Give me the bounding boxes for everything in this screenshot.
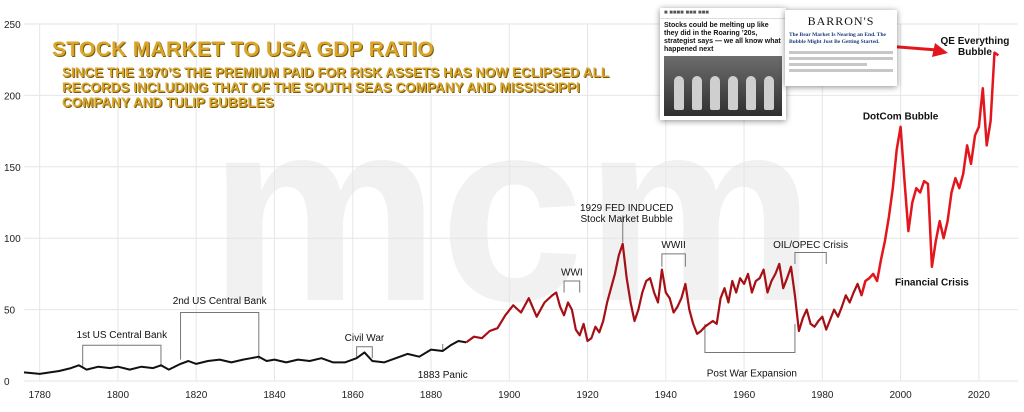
- barrons-logo: BARRON'S: [807, 14, 875, 28]
- y-tick-label: 50: [4, 306, 16, 317]
- annotation-bracket: [794, 251, 827, 264]
- roaring-twenties-photo: [664, 56, 782, 116]
- annotation-label-2nd-us-central-bank: 2nd US Central Bank: [173, 296, 268, 307]
- annotation-label-1883-panic: 1883 Panic: [418, 370, 468, 381]
- x-tick-label: 1800: [107, 390, 130, 401]
- x-tick-label: 1940: [655, 390, 678, 401]
- x-tick-label: 1820: [185, 390, 208, 401]
- y-tick-label: 150: [4, 163, 21, 174]
- annotation-label-dotcom-bubble: DotCom Bubble: [863, 112, 939, 123]
- annotation-label-1st-us-central-bank: 1st US Central Bank: [77, 330, 169, 341]
- annotation-label-post-war-expansion: Post War Expansion: [707, 369, 797, 380]
- series-line-early: [23, 340, 467, 375]
- annotation-bracket: [661, 253, 686, 267]
- annotation-bracket: [704, 323, 796, 353]
- annotation-label-1929-fed-induced-stock-market-bubble: 1929 FED INDUCED Stock Market Bubble: [580, 203, 673, 225]
- series-line-mid: [465, 242, 867, 344]
- news-clipping-marketwatch: ■ ■■■■ ■■■ ■■■ Stocks could be melting u…: [660, 8, 786, 120]
- annotation-label-qe-everything-bubble: QE Everything Bubble: [940, 36, 1009, 58]
- annotation-bracket: [356, 346, 373, 359]
- annotation-label-oil-opec-crisis: OIL/OPEC Crisis: [773, 240, 848, 251]
- marketwatch-headline: Stocks could be melting up like they did…: [664, 22, 781, 53]
- x-tick-label: 1980: [811, 390, 834, 401]
- x-tick-label: 2020: [968, 390, 991, 401]
- chart-subtitle: SINCE THE 1970’s THE PREMIUM PAID FOR RI…: [62, 65, 609, 110]
- x-tick-label: 2000: [889, 390, 912, 401]
- series-line-recent: [860, 51, 1000, 296]
- x-tick-label: 1920: [576, 390, 599, 401]
- y-tick-label: 0: [4, 377, 10, 388]
- x-tick-label: 1780: [29, 390, 52, 401]
- y-tick-label: 200: [4, 91, 21, 102]
- x-tick-label: 1960: [733, 390, 756, 401]
- marketwatch-masthead: ■ ■■■■ ■■■ ■■■: [660, 8, 786, 19]
- x-tick-label: 1880: [420, 390, 443, 401]
- news-clipping-barrons: BARRON'S The Bear Market Is Nearing an E…: [785, 10, 897, 86]
- x-tick-label: 1860: [342, 390, 365, 401]
- chart-title: STOCK MARKET TO USA GDP RATIO: [52, 38, 435, 61]
- annotation-label-civil-war: Civil War: [345, 333, 385, 344]
- barrons-headline: The Bear Market Is Nearing an End. The B…: [789, 32, 886, 45]
- x-tick-label: 1900: [498, 390, 521, 401]
- annotation-label-wwii: WWII: [661, 240, 685, 251]
- callout-arrowhead: [932, 43, 948, 57]
- y-tick-label: 250: [4, 20, 21, 31]
- annotation-label-wwi: WWI: [561, 267, 583, 278]
- y-tick-label: 100: [4, 234, 21, 245]
- annotation-bracket: [563, 280, 581, 293]
- x-tick-label: 1840: [263, 390, 286, 401]
- annotation-bracket: [180, 311, 260, 360]
- annotation-label-financial-crisis: Financial Crisis: [895, 277, 969, 288]
- annotation-bracket: [82, 344, 162, 367]
